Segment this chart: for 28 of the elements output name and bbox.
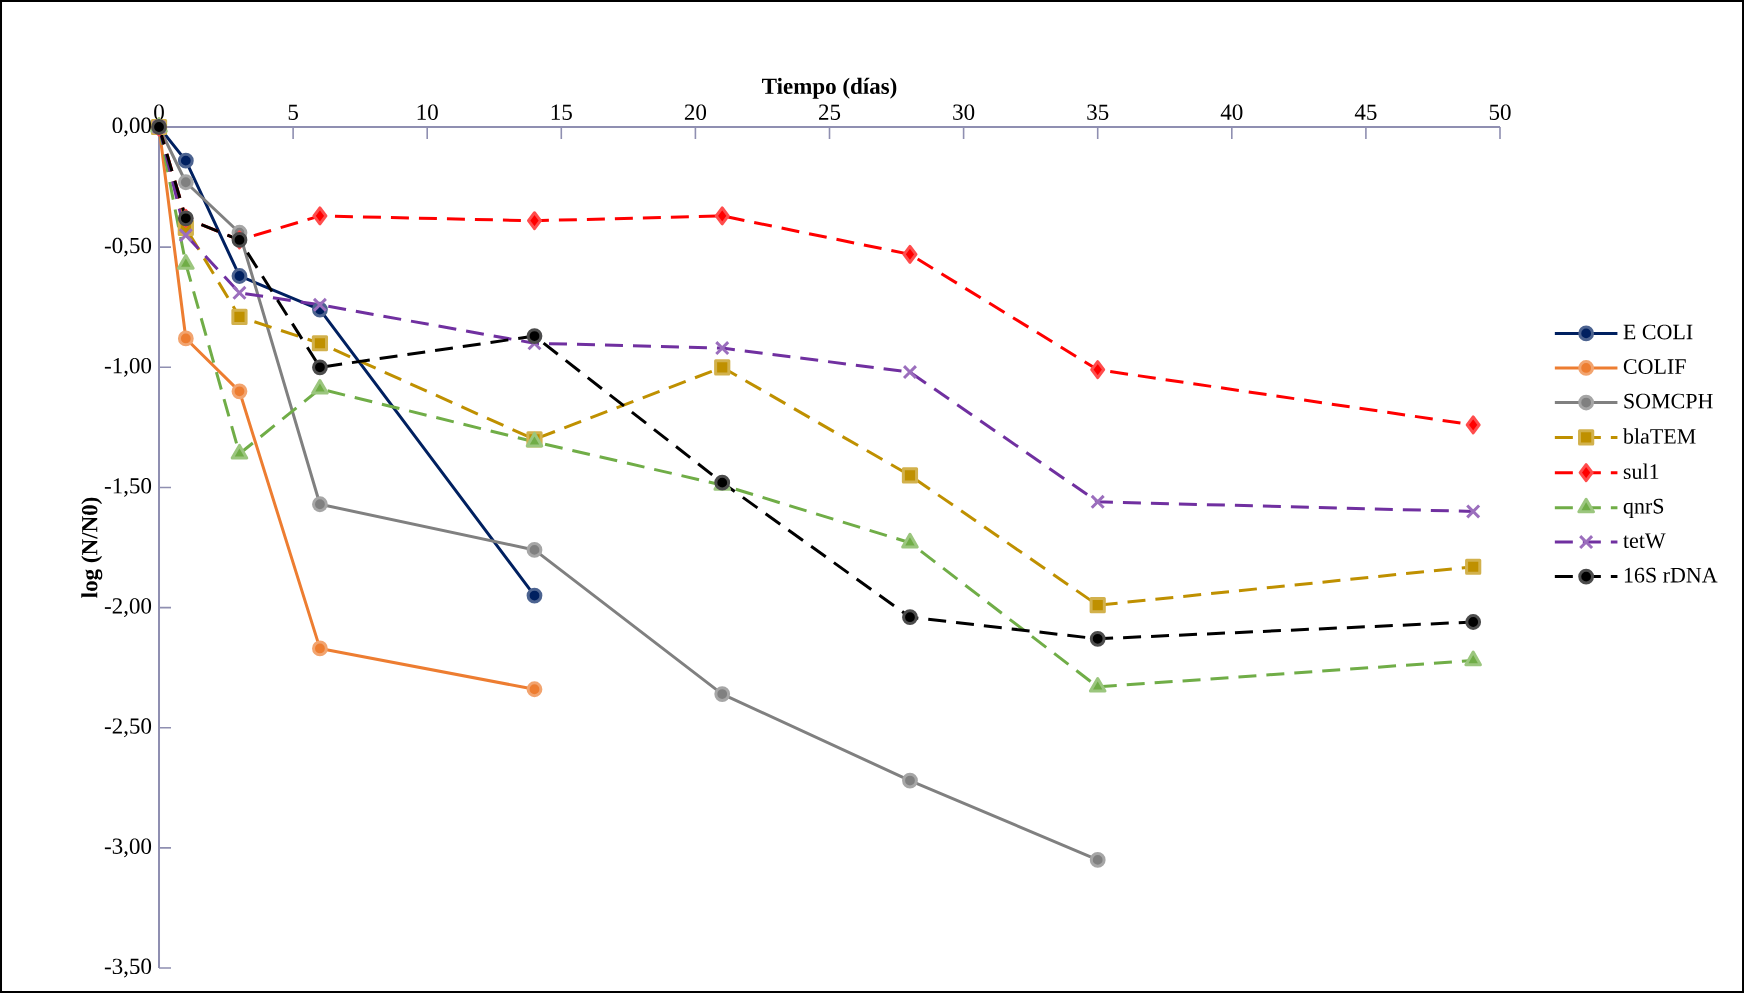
x-tick-label: 10 [417,104,438,120]
x-tick-label: 30 [953,104,975,120]
y-axis-title: log (N/N0) [81,497,103,598]
y-tick-label: -3,00 [104,838,152,858]
y-tick-label: 0,00 [112,117,152,137]
legend-label: qnrS [1623,498,1664,519]
x-tick-label: 35 [1087,104,1109,120]
y-tick-label: -1,00 [104,357,152,377]
y-tick-label: -2,50 [104,718,152,738]
y-tick-label: -2,00 [104,598,152,617]
x-tick-label: 45 [1354,104,1377,120]
legend-label: COLIF [1623,359,1686,374]
x-tick-label: 25 [819,104,841,120]
x-axis-title: Tiempo (días) [762,77,897,99]
x-tick-label: 15 [551,104,572,120]
legend-label: blaTEM [1622,428,1696,444]
legend-label: sul1 [1623,463,1659,480]
y-tick-label: -3,50 [104,958,152,978]
x-tick-label: 5 [288,104,298,120]
x-tick-label: 40 [1220,104,1243,120]
legend-label: tetW [1623,533,1666,549]
y-tick-label: -0,50 [104,237,152,257]
x-tick-label: 50 [1489,104,1511,120]
legend-label: E COLI [1623,324,1693,340]
legend-label: SOMCPH [1624,393,1713,409]
x-tick-label: 20 [684,104,707,120]
y-tick-label: -1,50 [104,478,152,497]
legend-label: 16S rDNA [1624,567,1718,583]
